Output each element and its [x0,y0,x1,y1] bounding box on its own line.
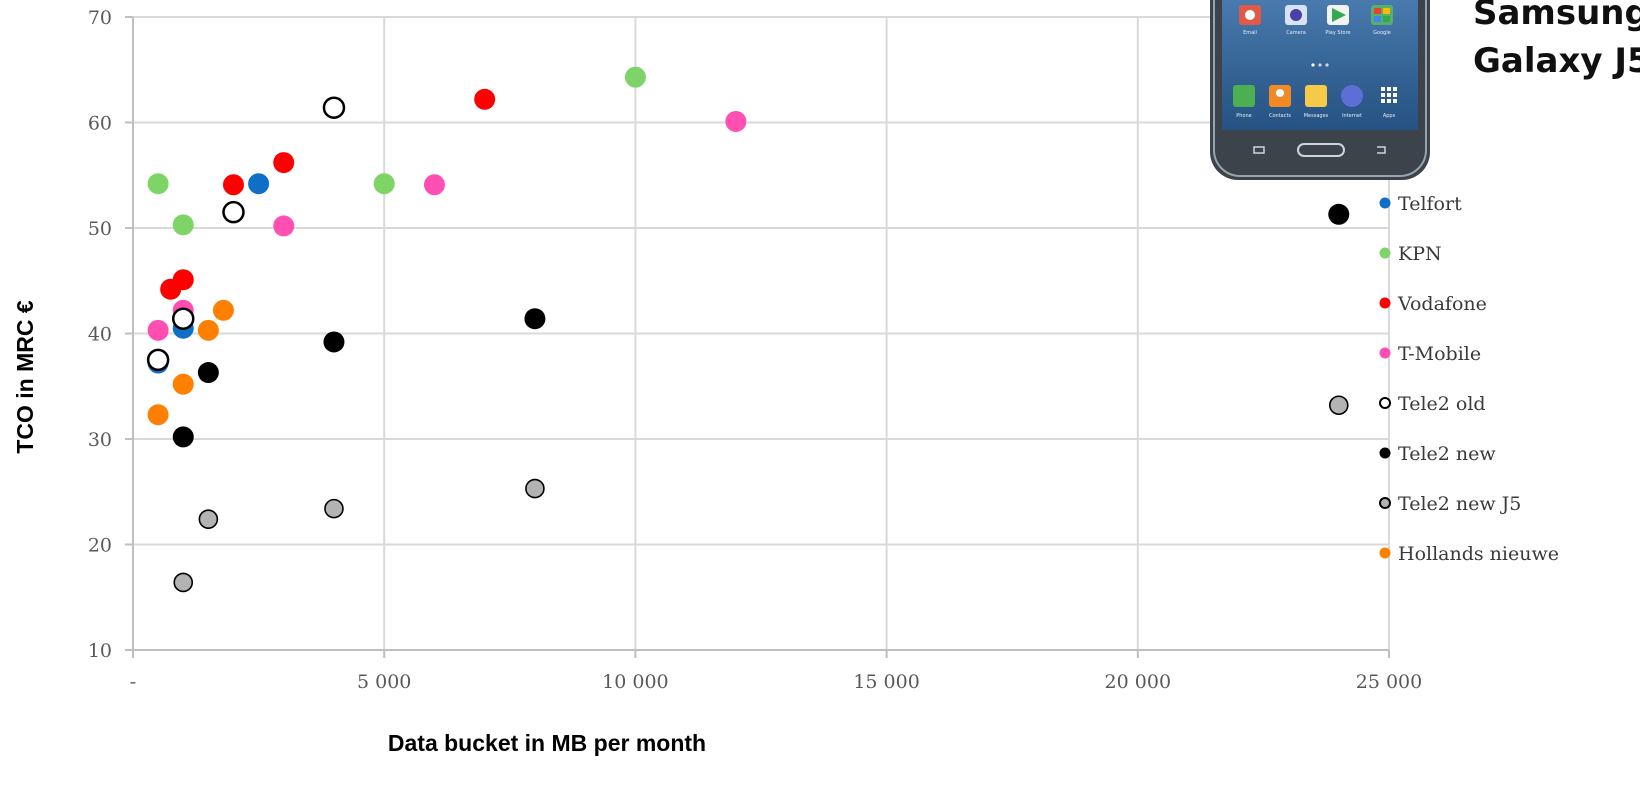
legend-marker [1379,397,1391,409]
data-point [172,214,194,236]
legend-label: KPN [1398,243,1442,265]
legend-marker [1379,447,1391,459]
data-point [222,174,244,196]
y-tick-label: 60 [88,113,112,135]
legend-item: Tele2 old [1379,393,1486,415]
data-point [172,269,194,291]
data-point [147,319,169,341]
data-point [273,152,295,174]
x-tick-label: 25 000 [1356,671,1422,693]
x-tick-label: 15 000 [853,671,919,693]
app-label-play-store: Play Store [1325,30,1350,36]
data-point [322,96,346,119]
data-point [248,173,270,195]
legend-marker [1379,347,1391,359]
app-label-google: Google [1373,30,1391,36]
y-tick-label: 70 [88,7,112,29]
legend: Telfort KPN Vodafone T-Mobile Tele2 old Tele2… [1379,193,1559,565]
data-point [212,299,234,321]
app-label-phone: Phone [1236,113,1252,119]
series-vodafone [160,88,496,300]
data-point [147,173,169,195]
data-point [474,88,496,110]
x-tick-label: 5 000 [357,671,411,693]
app-label-email: Email [1243,30,1257,36]
grid-lines [133,16,1390,650]
legend-item: T-Mobile [1379,343,1481,365]
data-point [147,404,169,426]
data-point [323,331,345,353]
x-tick-label: 10 000 [602,671,668,693]
data-point [524,308,546,330]
y-tick-label: 30 [88,429,112,451]
data-point [146,348,170,372]
legend-item: Tele2 new [1379,443,1496,465]
legend-item: Vodafone [1379,293,1487,315]
series-telfort [147,173,270,374]
y-tick-labels: 10 20 30 40 50 60 70 [88,7,112,662]
series-tele2-new-j5 [173,395,1349,593]
data-point [222,200,245,224]
data-point [1328,203,1350,225]
legend-label: Vodafone [1397,293,1487,315]
x-tick-labels: - 5 000 10 000 15 000 20 000 25 000 [130,671,1422,693]
legend-label: T-Mobile [1398,343,1481,365]
series-hollands-nieuwe [147,299,234,426]
x-tick-label: - [130,671,136,693]
data-point [1328,395,1349,416]
y-axis-title: TCO in MRC € [12,300,38,454]
data-point [273,215,295,237]
app-label-camera: Camera [1286,30,1306,36]
legend-item: Hollands nieuwe [1379,543,1559,565]
legend-label: Telfort [1398,193,1462,215]
data-point [725,110,747,132]
data-point [171,307,195,330]
legend-marker [1379,197,1391,209]
smartphone-icon: Email Camera Play Store Google Phone Con… [1210,0,1430,180]
y-tick-label: 20 [88,535,112,557]
data-point [197,362,219,384]
data-point [624,66,646,88]
data-point [423,174,445,196]
app-label-internet: Internet [1342,113,1362,119]
data-point [172,373,194,395]
data-points [146,66,1350,593]
data-point [198,509,219,529]
y-tick-label: 50 [88,218,112,240]
app-label-contacts: Contacts [1269,113,1291,119]
data-point [525,478,545,499]
x-axis-title: Data bucket in MB per month [388,730,706,756]
x-tick-label: 20 000 [1105,671,1171,693]
legend-marker [1379,297,1391,309]
data-point [173,572,194,593]
inset-title-line2: Galaxy J5 [1473,41,1640,81]
series-t-mobile [147,110,747,341]
app-label-apps: Apps [1383,113,1396,119]
y-tick-label: 40 [88,324,112,346]
data-point [373,173,395,195]
inset-title-line1: Samsung [1473,0,1640,33]
legend-label: Tele2 new J5 [1398,493,1521,515]
legend-item: KPN [1379,243,1442,265]
app-label-messages: Messages [1304,113,1329,119]
legend-marker [1379,497,1391,509]
legend-item: Tele2 new J5 [1379,493,1521,515]
series-tele2-new [172,203,1350,448]
y-tick-label: 10 [88,640,112,662]
series-kpn [147,66,646,236]
legend-label: Tele2 new [1398,443,1496,465]
legend-marker [1379,247,1391,259]
legend-label: Hollands nieuwe [1398,543,1559,565]
data-point [172,426,194,448]
axes [125,16,1390,658]
data-point [197,319,219,341]
legend-marker [1379,547,1391,559]
legend-item: Telfort [1379,193,1462,215]
data-point [324,498,344,519]
legend-label: Tele2 old [1398,393,1486,415]
series-tele2-old [146,96,346,372]
